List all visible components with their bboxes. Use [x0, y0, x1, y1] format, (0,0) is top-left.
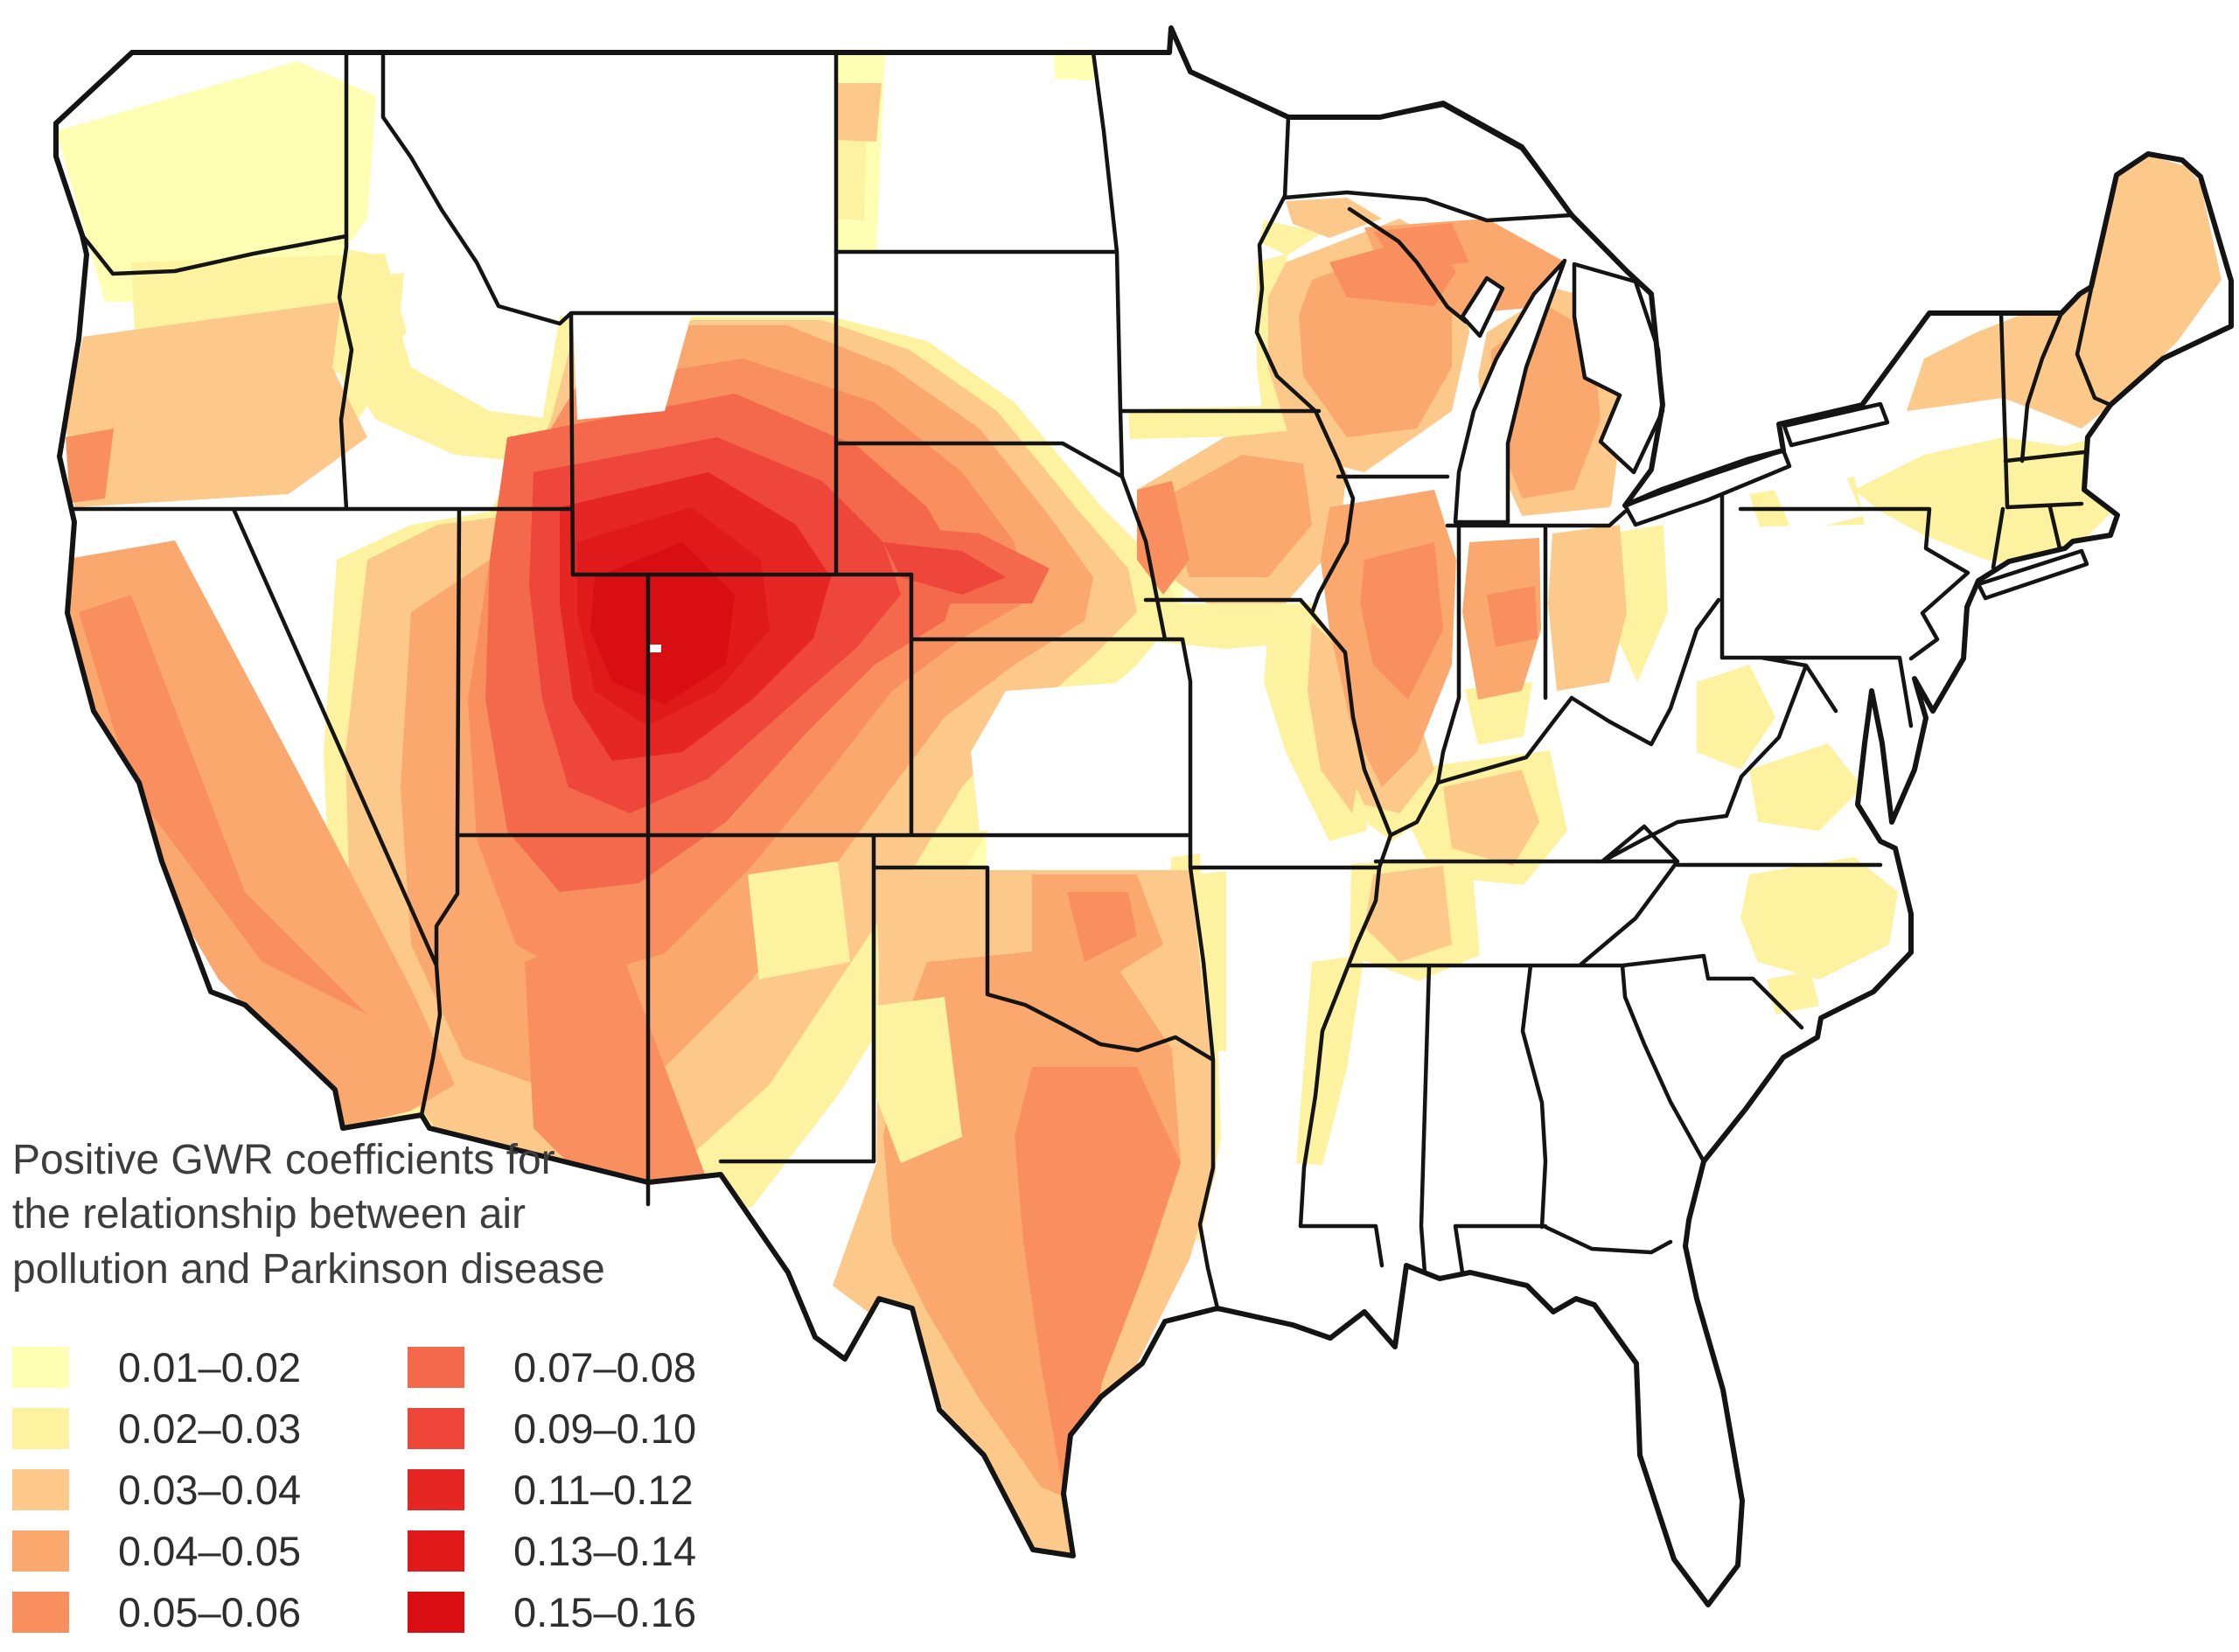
legend-range-label: 0.15–0.16	[513, 1589, 697, 1635]
band-005-006-up-west	[1373, 223, 1469, 271]
no-data-dot-hotspot	[650, 645, 661, 652]
band-005-006-texas-core	[1015, 1067, 1181, 1522]
band-005-006-oklahoma-spot	[1067, 892, 1137, 962]
legend-swatch	[12, 1408, 69, 1449]
band-015-016-core	[590, 542, 735, 704]
map-title-line3: pollution and Parkinson disease	[12, 1245, 605, 1293]
green-bay	[1460, 275, 1505, 338]
band-003-004-tennessee-west	[1364, 866, 1452, 962]
legend-item: 0.15–0.16	[408, 1589, 696, 1635]
state-borders-south	[1298, 824, 1883, 1275]
us-outline	[53, 25, 2234, 1607]
legend-item: 0.13–0.14	[408, 1528, 697, 1574]
legend-range-label: 0.03–0.04	[118, 1467, 302, 1513]
band-001-002-washington	[56, 61, 376, 302]
no-data-nw-wyoming	[573, 315, 691, 420]
legend-range-label: 0.11–0.12	[513, 1467, 694, 1513]
legend-item: 0.04–0.05	[12, 1528, 408, 1574]
band-005-006-arizona-west	[525, 927, 717, 1207]
great-lakes	[1282, 102, 2089, 601]
legend: 0.01–0.02 0.02–0.03 0.03–0.04 0.04–0.05 …	[12, 1344, 697, 1635]
band-002-003-ohio-mid	[1609, 525, 1668, 682]
band-002-003-new-york	[1854, 437, 2117, 568]
legend-range-label: 0.05–0.06	[118, 1589, 302, 1635]
legend-range-label: 0.04–0.05	[118, 1528, 302, 1574]
band-005-006-oregon-sw	[66, 429, 114, 503]
band-005-006-california-coast	[79, 595, 367, 1014]
band-002-003-north-carolina	[1740, 857, 1898, 979]
legend-item: 0.03–0.04	[12, 1467, 408, 1513]
legend-swatch	[12, 1592, 69, 1633]
map-title-line2: the relationship between air	[12, 1191, 527, 1238]
band-002-003-west-virginia	[1697, 665, 1775, 770]
legend-swatch	[408, 1347, 464, 1388]
legend-swatch	[12, 1347, 69, 1388]
legend-range-label: 0.01–0.02	[118, 1344, 302, 1391]
state-borders-midwest	[1143, 193, 1725, 838]
band-003-004-oregon	[66, 302, 367, 507]
legend-range-label: 0.09–0.10	[513, 1405, 697, 1452]
legend-item: 0.07–0.08	[408, 1344, 696, 1391]
band-004-005-iowa	[1163, 455, 1312, 577]
legend-swatch	[408, 1469, 464, 1510]
band-002-003-new-mexico-patch	[748, 861, 850, 979]
legend-item: 0.02–0.03	[12, 1405, 408, 1452]
map-title: Positive GWR coefficients for the relati…	[12, 1133, 605, 1297]
band-002-003-duluth-shore	[1259, 220, 1322, 255]
band-005-006-indiana-spot	[1487, 586, 1538, 647]
legend-swatch	[408, 1530, 464, 1572]
legend-item: 0.11–0.12	[408, 1467, 696, 1513]
lake-michigan	[1453, 258, 1567, 525]
legend-swatch	[12, 1530, 69, 1572]
band-005-006-illinois-core	[1360, 542, 1443, 700]
long-island	[1976, 548, 2089, 601]
lake-huron	[1572, 261, 1665, 475]
state-borders-plains	[455, 50, 1382, 1311]
legend-item: 0.05–0.06	[12, 1589, 408, 1635]
band-003-004-kentucky-west	[1443, 770, 1539, 866]
legend-range-label: 0.13–0.14	[513, 1528, 697, 1574]
legend-item: 0.09–0.10	[408, 1405, 696, 1452]
legend-item: 0.01–0.02	[12, 1344, 408, 1391]
legend-range-label: 0.02–0.03	[118, 1405, 302, 1452]
band-009-010-nebraska-lobe	[883, 542, 1006, 595]
band-002-003-virginia	[1749, 743, 1863, 831]
band-002-003-idaho-snake-arc	[343, 249, 560, 464]
no-data-kansas	[971, 678, 1190, 831]
legend-column-left: 0.01–0.02 0.02–0.03 0.03–0.04 0.04–0.05 …	[12, 1344, 408, 1635]
lake-ontario	[1782, 401, 1890, 448]
band-003-004-north-dakota-nw	[838, 83, 882, 142]
legend-swatch	[408, 1592, 464, 1633]
band-003-004-new-england	[1907, 154, 2222, 429]
state-borders-west	[72, 50, 914, 1207]
legend-swatch	[12, 1469, 69, 1510]
legend-column-right: 0.07–0.08 0.09–0.10 0.11–0.12 0.13–0.14 …	[408, 1344, 697, 1635]
band-003-004-minnesota-shore	[1286, 198, 1382, 238]
legend-range-label: 0.07–0.08	[513, 1344, 697, 1391]
map-title-line1: Positive GWR coefficients for	[12, 1137, 555, 1183]
band-003-004-ohio-west	[1548, 525, 1627, 691]
no-data-west-new-york	[1767, 455, 1863, 533]
state-borders-east	[1600, 286, 2113, 864]
band-001-002-minnesota-top	[1054, 52, 1095, 80]
band-002-003-se-new-mexico	[875, 997, 962, 1163]
legend-swatch	[408, 1408, 464, 1449]
